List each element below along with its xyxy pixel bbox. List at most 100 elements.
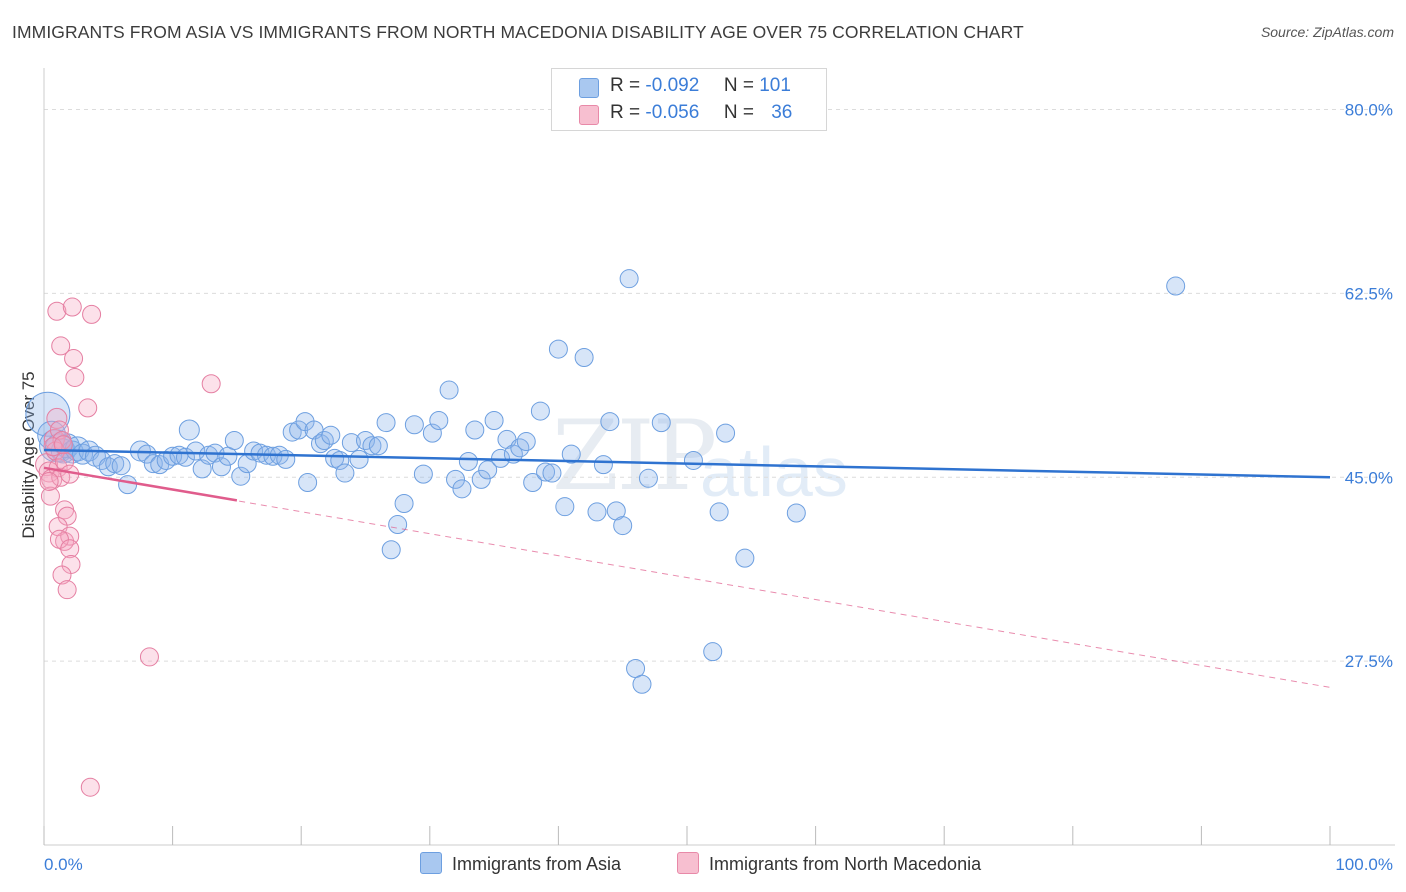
legend-n-value-macedonia: 36: [771, 102, 793, 123]
bottom-legend-label-asia: Immigrants from Asia: [452, 854, 622, 874]
data-point-asia: [561, 444, 581, 464]
data-point-asia: [118, 475, 138, 495]
data-point-asia: [211, 457, 231, 477]
data-point-asia: [523, 473, 543, 493]
data-point-asia: [619, 269, 639, 289]
data-point-asia: [224, 430, 244, 450]
data-point-asia: [536, 462, 556, 482]
data-point-asia: [530, 401, 550, 421]
data-point-asia: [422, 423, 442, 443]
x-tick-label: 100.0%: [1335, 855, 1393, 874]
data-point-asia: [263, 446, 283, 466]
data-point-asia: [735, 548, 755, 568]
legend-r-value-asia: -0.092: [645, 75, 700, 96]
data-point-macedonia: [62, 297, 82, 317]
data-point-asia: [178, 419, 200, 441]
data-point-macedonia: [57, 580, 77, 600]
bottom-legend-asia: Immigrants from Asia: [420, 852, 621, 875]
data-point-asia: [231, 466, 251, 486]
chart-title: IMMIGRANTS FROM ASIA VS IMMIGRANTS FROM …: [12, 22, 1024, 42]
correlation-legend: R = -0.092 N = 101 R = -0.056 N = 36: [551, 68, 827, 131]
data-point-asia: [471, 469, 491, 489]
data-point-asia: [335, 463, 355, 483]
y-tick-label: 62.5%: [1345, 284, 1393, 303]
data-point-asia: [137, 444, 157, 464]
data-point-asia: [458, 452, 478, 471]
data-point-asia: [349, 449, 369, 469]
data-point-asia: [298, 473, 318, 493]
data-point-asia: [574, 347, 594, 367]
data-point-macedonia: [64, 349, 84, 369]
data-point-macedonia: [46, 407, 68, 429]
data-point-asia: [651, 413, 671, 433]
data-point-asia: [310, 434, 330, 454]
data-point-asia: [111, 456, 131, 476]
data-point-asia: [555, 497, 575, 517]
data-point-asia: [446, 469, 466, 489]
data-point-asia: [394, 494, 414, 514]
data-point-asia: [404, 415, 424, 435]
data-point-asia: [716, 423, 736, 443]
data-point-asia: [600, 412, 620, 432]
bottom-legend-swatch-macedonia: [677, 852, 699, 874]
legend-n-label: N =: [723, 75, 754, 96]
data-point-asia: [465, 420, 485, 440]
data-point-asia: [186, 441, 206, 461]
data-point-asia: [593, 455, 613, 475]
watermark-zip: ZIP: [552, 400, 717, 512]
x-tick-label: 0.0%: [44, 855, 83, 874]
legend-swatch-macedonia: [579, 105, 599, 125]
data-point-macedonia: [40, 486, 60, 506]
data-point-macedonia: [78, 398, 98, 418]
data-point-asia: [388, 515, 408, 535]
data-point-asia: [362, 436, 382, 456]
data-point-asia: [484, 411, 504, 431]
data-point-asia: [542, 463, 562, 483]
y-tick-label: 27.5%: [1345, 652, 1393, 671]
data-point-asia: [516, 432, 536, 452]
data-point-asia: [613, 516, 633, 536]
data-point-asia: [786, 503, 806, 523]
data-point-asia: [587, 502, 607, 522]
legend-r-label: R =: [610, 102, 641, 123]
data-point-asia: [321, 425, 341, 445]
data-point-asia: [72, 443, 94, 465]
data-point-asia: [703, 642, 723, 662]
trend-line-macedonia-extended: [43, 467, 1331, 688]
data-point-asia: [376, 413, 396, 433]
data-point-macedonia: [80, 777, 100, 797]
data-point-asia: [356, 430, 375, 450]
data-point-asia: [60, 440, 84, 464]
data-point-macedonia: [201, 374, 221, 394]
bottom-legend-label-macedonia: Immigrants from North Macedonia: [709, 854, 982, 874]
data-point-macedonia: [52, 565, 72, 585]
data-point-asia: [638, 468, 658, 488]
data-point-macedonia: [65, 367, 85, 387]
data-point-asia: [1166, 276, 1186, 296]
y-tick-label: 80.0%: [1345, 101, 1393, 120]
data-point-macedonia: [47, 301, 67, 321]
y-axis-label: Disability Age Over 75: [19, 371, 38, 538]
data-point-asia: [683, 450, 703, 470]
data-point-macedonia: [60, 539, 80, 559]
data-point-asia: [276, 449, 296, 469]
bottom-legend-swatch-asia: [420, 852, 442, 874]
data-point-asia: [478, 460, 498, 480]
data-point-asia: [368, 436, 388, 456]
y-tick-label: 45.0%: [1345, 468, 1393, 487]
data-point-macedonia: [51, 336, 71, 356]
source-label: Source: ZipAtlas.com: [1260, 24, 1394, 40]
data-point-macedonia: [49, 529, 69, 549]
data-point-macedonia: [39, 471, 59, 491]
legend-n-label: N =: [723, 102, 754, 123]
legend-r-label: R =: [610, 75, 641, 96]
data-point-asia: [413, 464, 433, 484]
data-point-asia: [632, 674, 652, 694]
trend-line-macedonia: [43, 466, 238, 502]
data-point-asia: [143, 454, 163, 474]
data-point-macedonia: [139, 647, 159, 667]
legend-swatch-asia: [579, 78, 599, 98]
watermark-atlas: atlas: [700, 433, 848, 511]
bottom-legend-macedonia: Immigrants from North Macedonia: [677, 852, 981, 875]
